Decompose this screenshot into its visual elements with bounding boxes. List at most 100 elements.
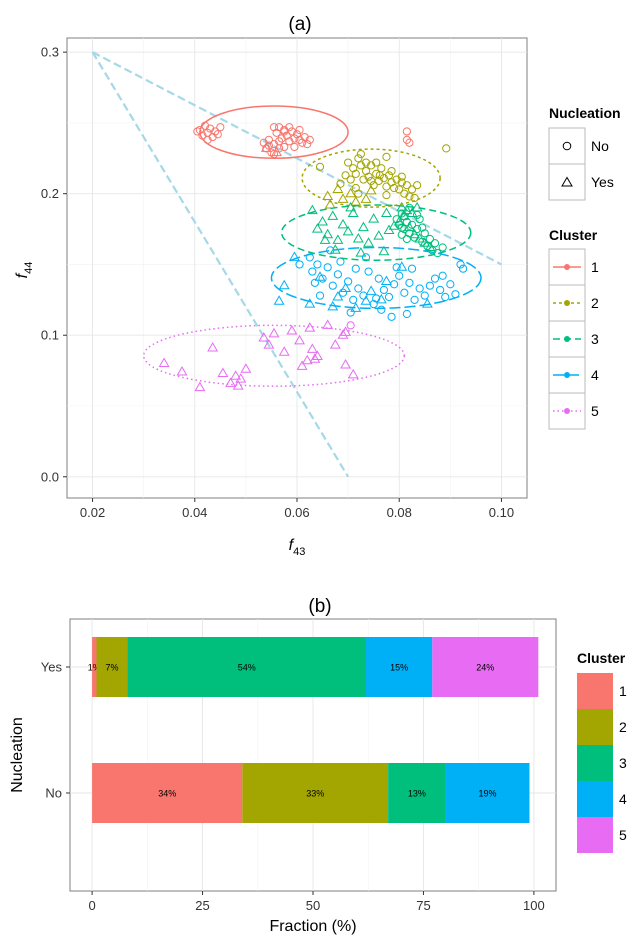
legend-label-yes: Yes bbox=[591, 174, 614, 190]
point-cluster-1-no bbox=[402, 135, 411, 145]
panel-a: (a) 0.02 0.04 0.06 0.08 0.10 0.00.10.20.3 f4… bbox=[14, 14, 621, 558]
point-cluster-3-yes bbox=[406, 207, 418, 218]
point-cluster-3-no bbox=[415, 215, 424, 224]
point-cluster-3-no bbox=[402, 234, 411, 244]
point-cluster-2-yes bbox=[322, 190, 334, 201]
x-tick-label: 0.06 bbox=[284, 505, 309, 520]
point-cluster-5-yes bbox=[225, 377, 237, 387]
legend-key-yes bbox=[548, 163, 586, 201]
point-cluster-1-no bbox=[300, 132, 309, 142]
point-cluster-1-no bbox=[280, 142, 289, 152]
point-cluster-4-yes bbox=[340, 282, 352, 293]
point-cluster-2-no bbox=[356, 149, 365, 159]
panel-b-bars: 1% 7% 54% 15% 24% 34% 33% 13% 19% bbox=[88, 637, 539, 823]
point-cluster-5-yes bbox=[306, 343, 318, 353]
point-cluster-1-no bbox=[402, 127, 411, 136]
point-cluster-4-no bbox=[308, 267, 317, 276]
panel-b-x-ticks: 0 25 50 75 100 bbox=[88, 891, 545, 913]
point-cluster-4-no bbox=[384, 292, 394, 302]
point-cluster-2-no bbox=[413, 181, 422, 190]
point-cluster-5-yes bbox=[301, 354, 313, 365]
point-cluster-1-no bbox=[405, 138, 414, 147]
point-cluster-2-no bbox=[410, 193, 419, 203]
point-cluster-4-no bbox=[338, 288, 348, 297]
bar-label: 24% bbox=[476, 663, 494, 673]
point-cluster-4-yes bbox=[365, 285, 377, 295]
panel-a-y-ticks: 0.0 0.1 0.2 0.3 bbox=[41, 45, 67, 484]
legend-dot-cluster-5 bbox=[564, 408, 570, 414]
panel-b-x-axis-label: Fraction (%) bbox=[269, 918, 356, 935]
point-cluster-3-yes bbox=[317, 215, 329, 226]
point-cluster-5-yes bbox=[340, 358, 352, 369]
point-cluster-2-no bbox=[354, 154, 363, 163]
point-cluster-2-no bbox=[354, 189, 363, 198]
point-cluster-3-yes bbox=[306, 204, 318, 215]
point-cluster-3-yes bbox=[414, 232, 426, 243]
point-cluster-4-no bbox=[323, 263, 332, 272]
bar-label: 19% bbox=[479, 789, 497, 799]
point-cluster-4-no bbox=[402, 309, 411, 319]
legend-swatch-cluster-5 bbox=[577, 817, 613, 853]
point-cluster-4-no bbox=[374, 274, 383, 283]
point-cluster-3-yes bbox=[311, 223, 323, 233]
point-cluster-1-no bbox=[216, 123, 225, 132]
point-cluster-5-yes bbox=[176, 366, 188, 376]
point-cluster-1-no bbox=[269, 140, 279, 149]
point-cluster-4-no bbox=[351, 264, 360, 273]
point-cluster-2-yes bbox=[324, 199, 336, 209]
legend-label-cluster-5: 5 bbox=[591, 403, 599, 419]
point-cluster-4-yes bbox=[288, 251, 300, 261]
point-cluster-2-no bbox=[369, 181, 378, 190]
point-cluster-4-no bbox=[392, 263, 401, 272]
legend-swatch-cluster-2 bbox=[577, 709, 613, 745]
point-cluster-3-yes bbox=[401, 204, 413, 215]
point-cluster-4-no bbox=[359, 291, 368, 300]
point-cluster-4-no bbox=[379, 285, 388, 295]
point-cluster-3-yes bbox=[378, 245, 390, 256]
x-tick-label: 0 bbox=[88, 898, 95, 913]
point-cluster-4-no bbox=[395, 271, 404, 280]
legend-label-cluster-5: 5 bbox=[619, 827, 627, 843]
ellipse-cluster-5 bbox=[142, 324, 406, 387]
point-cluster-2-no bbox=[400, 189, 409, 198]
point-cluster-3-yes bbox=[409, 228, 421, 239]
point-cluster-2-no bbox=[351, 169, 360, 178]
legend-label-cluster-2: 2 bbox=[619, 719, 627, 735]
point-cluster-3-no bbox=[438, 243, 447, 252]
point-cluster-2-yes bbox=[337, 193, 349, 203]
bar-yes-cluster-1 bbox=[92, 637, 97, 697]
point-cluster-2-no bbox=[390, 183, 399, 193]
y-tick-label: No bbox=[45, 786, 62, 801]
x-tick-label: 0.04 bbox=[182, 505, 207, 520]
legend-dot-cluster-3 bbox=[564, 336, 570, 342]
panel-a-x-ticks: 0.02 0.04 0.06 0.08 0.10 bbox=[80, 498, 514, 520]
panel-a-x-axis-label: f43 bbox=[289, 537, 306, 558]
bar-no-cluster-4 bbox=[445, 763, 530, 823]
point-cluster-4-no bbox=[377, 305, 386, 314]
x-tick-label: 0.02 bbox=[80, 505, 105, 520]
point-cluster-1-no bbox=[277, 134, 286, 143]
panel-b-title: (b) bbox=[308, 596, 331, 617]
point-cluster-5-yes bbox=[304, 322, 316, 332]
panel-a-y-axis-label-main: f bbox=[14, 272, 31, 278]
x-tick-label: 25 bbox=[195, 898, 209, 913]
y-tick-label: 0.0 bbox=[41, 469, 59, 484]
triangle-edge bbox=[91, 51, 350, 478]
point-cluster-4-no bbox=[405, 278, 414, 287]
bar-yes-cluster-4 bbox=[366, 637, 433, 697]
panel-a-y-axis-label-sub: 44 bbox=[23, 262, 35, 274]
point-cluster-5-yes bbox=[337, 329, 349, 339]
point-cluster-4-yes bbox=[273, 295, 285, 305]
point-cluster-2-no bbox=[364, 172, 373, 181]
triangle-edge bbox=[92, 51, 502, 266]
x-tick-label: 0.08 bbox=[387, 505, 412, 520]
bar-label: 1% bbox=[88, 663, 101, 673]
point-cluster-5-yes bbox=[258, 332, 270, 342]
y-tick-label: 0.3 bbox=[41, 45, 59, 60]
point-cluster-5-yes bbox=[207, 341, 219, 352]
point-cluster-4-no bbox=[349, 295, 358, 304]
point-cluster-4-no bbox=[420, 291, 429, 300]
panel-a-x-axis-label-main: f bbox=[289, 537, 295, 554]
point-cluster-4-no bbox=[344, 277, 353, 286]
point-cluster-4-no bbox=[315, 291, 325, 300]
